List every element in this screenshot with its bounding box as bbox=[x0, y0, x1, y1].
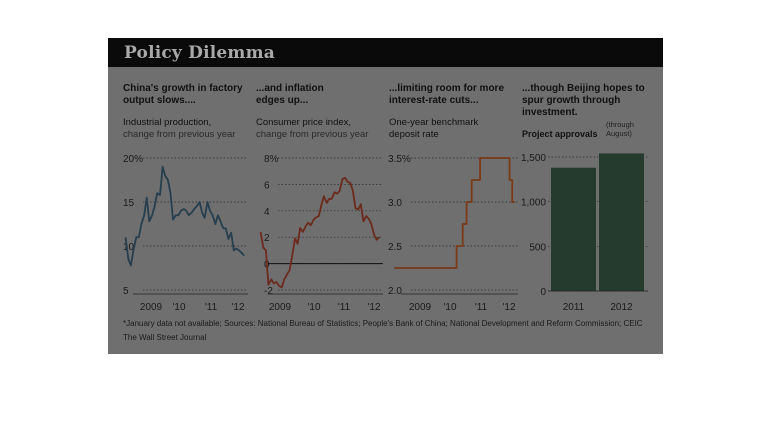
x-tick-label: 2009 bbox=[269, 302, 292, 313]
y-tick-label: 2.0 bbox=[388, 286, 402, 297]
panel1-subtitle-line2: change from previous year bbox=[123, 129, 236, 140]
panel4-subtitle: Project approvals bbox=[522, 129, 598, 139]
panel2-headline: ...and inflation edges up... bbox=[256, 83, 324, 106]
panel3-headline: ...limiting room for more interest-rate … bbox=[389, 83, 505, 106]
y-tick-label: 20% bbox=[123, 154, 143, 165]
panel3-subtitle: One-year benchmark deposit rate bbox=[389, 117, 509, 141]
chart-panel: Policy Dilemma China's growth in factory… bbox=[108, 38, 663, 354]
y-tick-label: 6 bbox=[264, 180, 270, 191]
x-tick-label: '10 bbox=[172, 302, 185, 313]
bar bbox=[599, 153, 644, 291]
panel1-subtitle: Industrial production, change from previ… bbox=[123, 117, 253, 141]
y-tick-label: 8% bbox=[264, 154, 279, 165]
panel3-subtitle-line1: One-year benchmark bbox=[389, 117, 479, 128]
y-tick-label: -2 bbox=[264, 286, 273, 297]
series-line bbox=[259, 176, 380, 289]
series-line bbox=[394, 157, 515, 269]
y-tick-label: 2.5 bbox=[388, 242, 402, 253]
x-tick-label: '12 bbox=[231, 302, 244, 313]
y-tick-label: 1,500 bbox=[521, 153, 546, 164]
chart-title: Policy Dilemma bbox=[124, 43, 275, 63]
x-tick-label: '11 bbox=[338, 302, 351, 313]
credit: The Wall Street Journal bbox=[123, 333, 207, 342]
x-tick-label: '11 bbox=[475, 302, 488, 313]
panel2-subtitle-line2: change from previous year bbox=[256, 129, 369, 140]
x-tick-label: '12 bbox=[367, 302, 380, 313]
x-tick-label: '10 bbox=[307, 302, 320, 313]
y-tick-label: 15 bbox=[123, 198, 135, 209]
panel3-subtitle-line2: deposit rate bbox=[389, 129, 439, 140]
y-tick-label: 5 bbox=[123, 286, 129, 297]
panel2-subtitle: Consumer price index, change from previo… bbox=[256, 117, 391, 141]
footnote: *January data not available; Sources: Na… bbox=[123, 319, 643, 328]
bar bbox=[551, 167, 596, 291]
panel1-headline: China's growth in factory output slows..… bbox=[123, 83, 243, 106]
x-tick-label: 2009 bbox=[140, 302, 163, 313]
y-tick-label: 2 bbox=[264, 233, 270, 244]
x-tick-label: 2011 bbox=[563, 302, 585, 313]
y-tick-label: 3.0 bbox=[388, 198, 402, 209]
charts-svg: 20% 15 10 5 2009 '10 '11 '12 8% 6 4 2 0 -2 2009 '10 '11 '… bbox=[123, 153, 648, 313]
x-tick-label: '12 bbox=[502, 302, 515, 313]
x-tick-label: '11 bbox=[205, 302, 218, 313]
panel4-headline: ...though Beijing hopes to spur growth t… bbox=[522, 83, 645, 118]
panel4-note: (through August) bbox=[606, 120, 634, 138]
x-tick-label: '10 bbox=[443, 302, 456, 313]
y-tick-label: 1,000 bbox=[521, 198, 546, 209]
y-tick-label: 3.5% bbox=[388, 154, 411, 165]
y-tick-label: 4 bbox=[264, 207, 270, 218]
x-tick-label: 2012 bbox=[610, 302, 633, 313]
panel1-subtitle-line1: Industrial production, bbox=[123, 117, 212, 128]
x-tick-label: 2009 bbox=[409, 302, 432, 313]
title-bar: Policy Dilemma bbox=[108, 38, 663, 67]
y-tick-label: 500 bbox=[529, 242, 546, 253]
y-tick-label: 10 bbox=[123, 242, 135, 253]
panel2-subtitle-line1: Consumer price index, bbox=[256, 117, 352, 128]
series-line bbox=[124, 165, 245, 267]
y-tick-label: 0 bbox=[540, 287, 546, 298]
